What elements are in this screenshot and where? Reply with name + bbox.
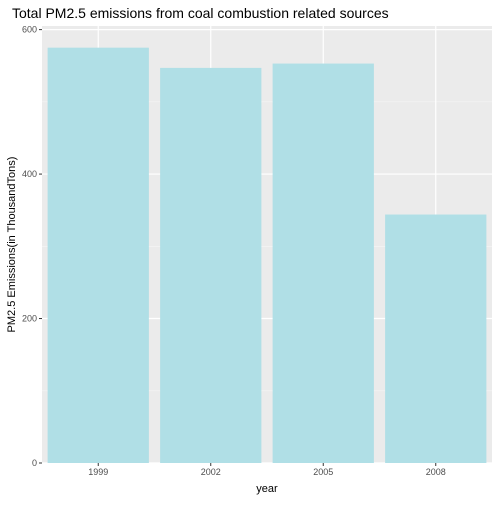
bar-2002 <box>160 67 262 463</box>
y-tick-label: 0 <box>32 458 37 468</box>
y-axis-title: PM2.5 Emissions(in ThousandTons) <box>6 157 18 333</box>
y-tick-label: 400 <box>22 169 37 179</box>
chart-title: Total PM2.5 emissions from coal combusti… <box>12 5 389 21</box>
x-tick-label: 2002 <box>201 467 221 477</box>
y-tick-label: 200 <box>22 314 37 324</box>
x-axis: 1999 2002 2005 2008 <box>88 463 446 477</box>
y-axis: 0 200 400 600 <box>22 25 42 468</box>
bar-2008 <box>385 214 487 463</box>
x-tick-label: 2005 <box>313 467 333 477</box>
bars <box>47 47 487 463</box>
x-axis-title: year <box>256 483 278 495</box>
x-tick-label: 1999 <box>88 467 108 477</box>
y-tick-label: 600 <box>22 25 37 35</box>
bar-1999 <box>47 47 149 463</box>
bar-2005 <box>272 63 374 463</box>
x-tick-label: 2008 <box>426 467 446 477</box>
